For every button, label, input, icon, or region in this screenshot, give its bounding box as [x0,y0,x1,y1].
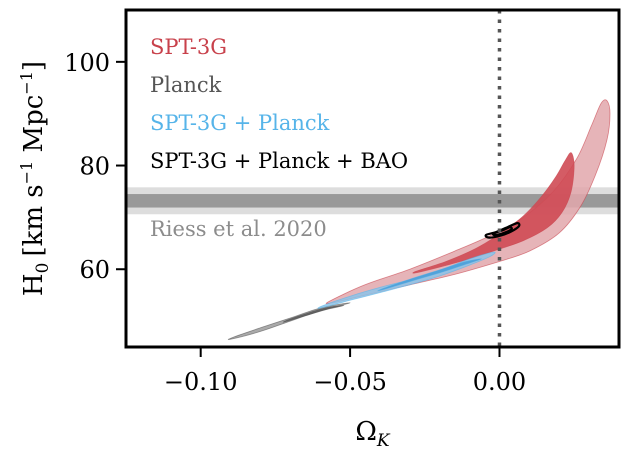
band-inner [126,194,619,208]
legend: SPT-3G Planck SPT-3G + Planck SPT-3G + Plan… [150,35,408,173]
x-tick-label: 0.00 [473,368,526,396]
x-tick-label: −0.10 [164,368,238,396]
axis-ticks: −0.10 −0.05 0.00 60 80 100 [64,49,526,396]
x-axis-label: ΩK [355,417,391,449]
y-tick-label: 100 [64,49,110,77]
x-tick-label: −0.05 [313,368,387,396]
plot-area [126,10,619,347]
contour-spt-3g-planck-bao-inner [491,226,513,237]
axes-frame [124,8,621,349]
y-tick-label: 60 [79,256,110,284]
contour-planck-inner [282,305,345,323]
legend-item: SPT-3G + Planck [150,111,330,135]
band-label: Riess et al. 2020 [150,217,327,241]
legend-item: Planck [150,73,222,97]
y-axis-label: H0[km s−1 Mpc−1] [17,61,53,296]
contour-spt-3g-planck-inner [377,258,482,292]
legend-item: SPT-3G [150,35,227,59]
legend-item: SPT-3G + Planck + BAO [150,149,408,173]
y-tick-label: 80 [79,153,110,181]
contour-planck-outer [227,302,351,340]
